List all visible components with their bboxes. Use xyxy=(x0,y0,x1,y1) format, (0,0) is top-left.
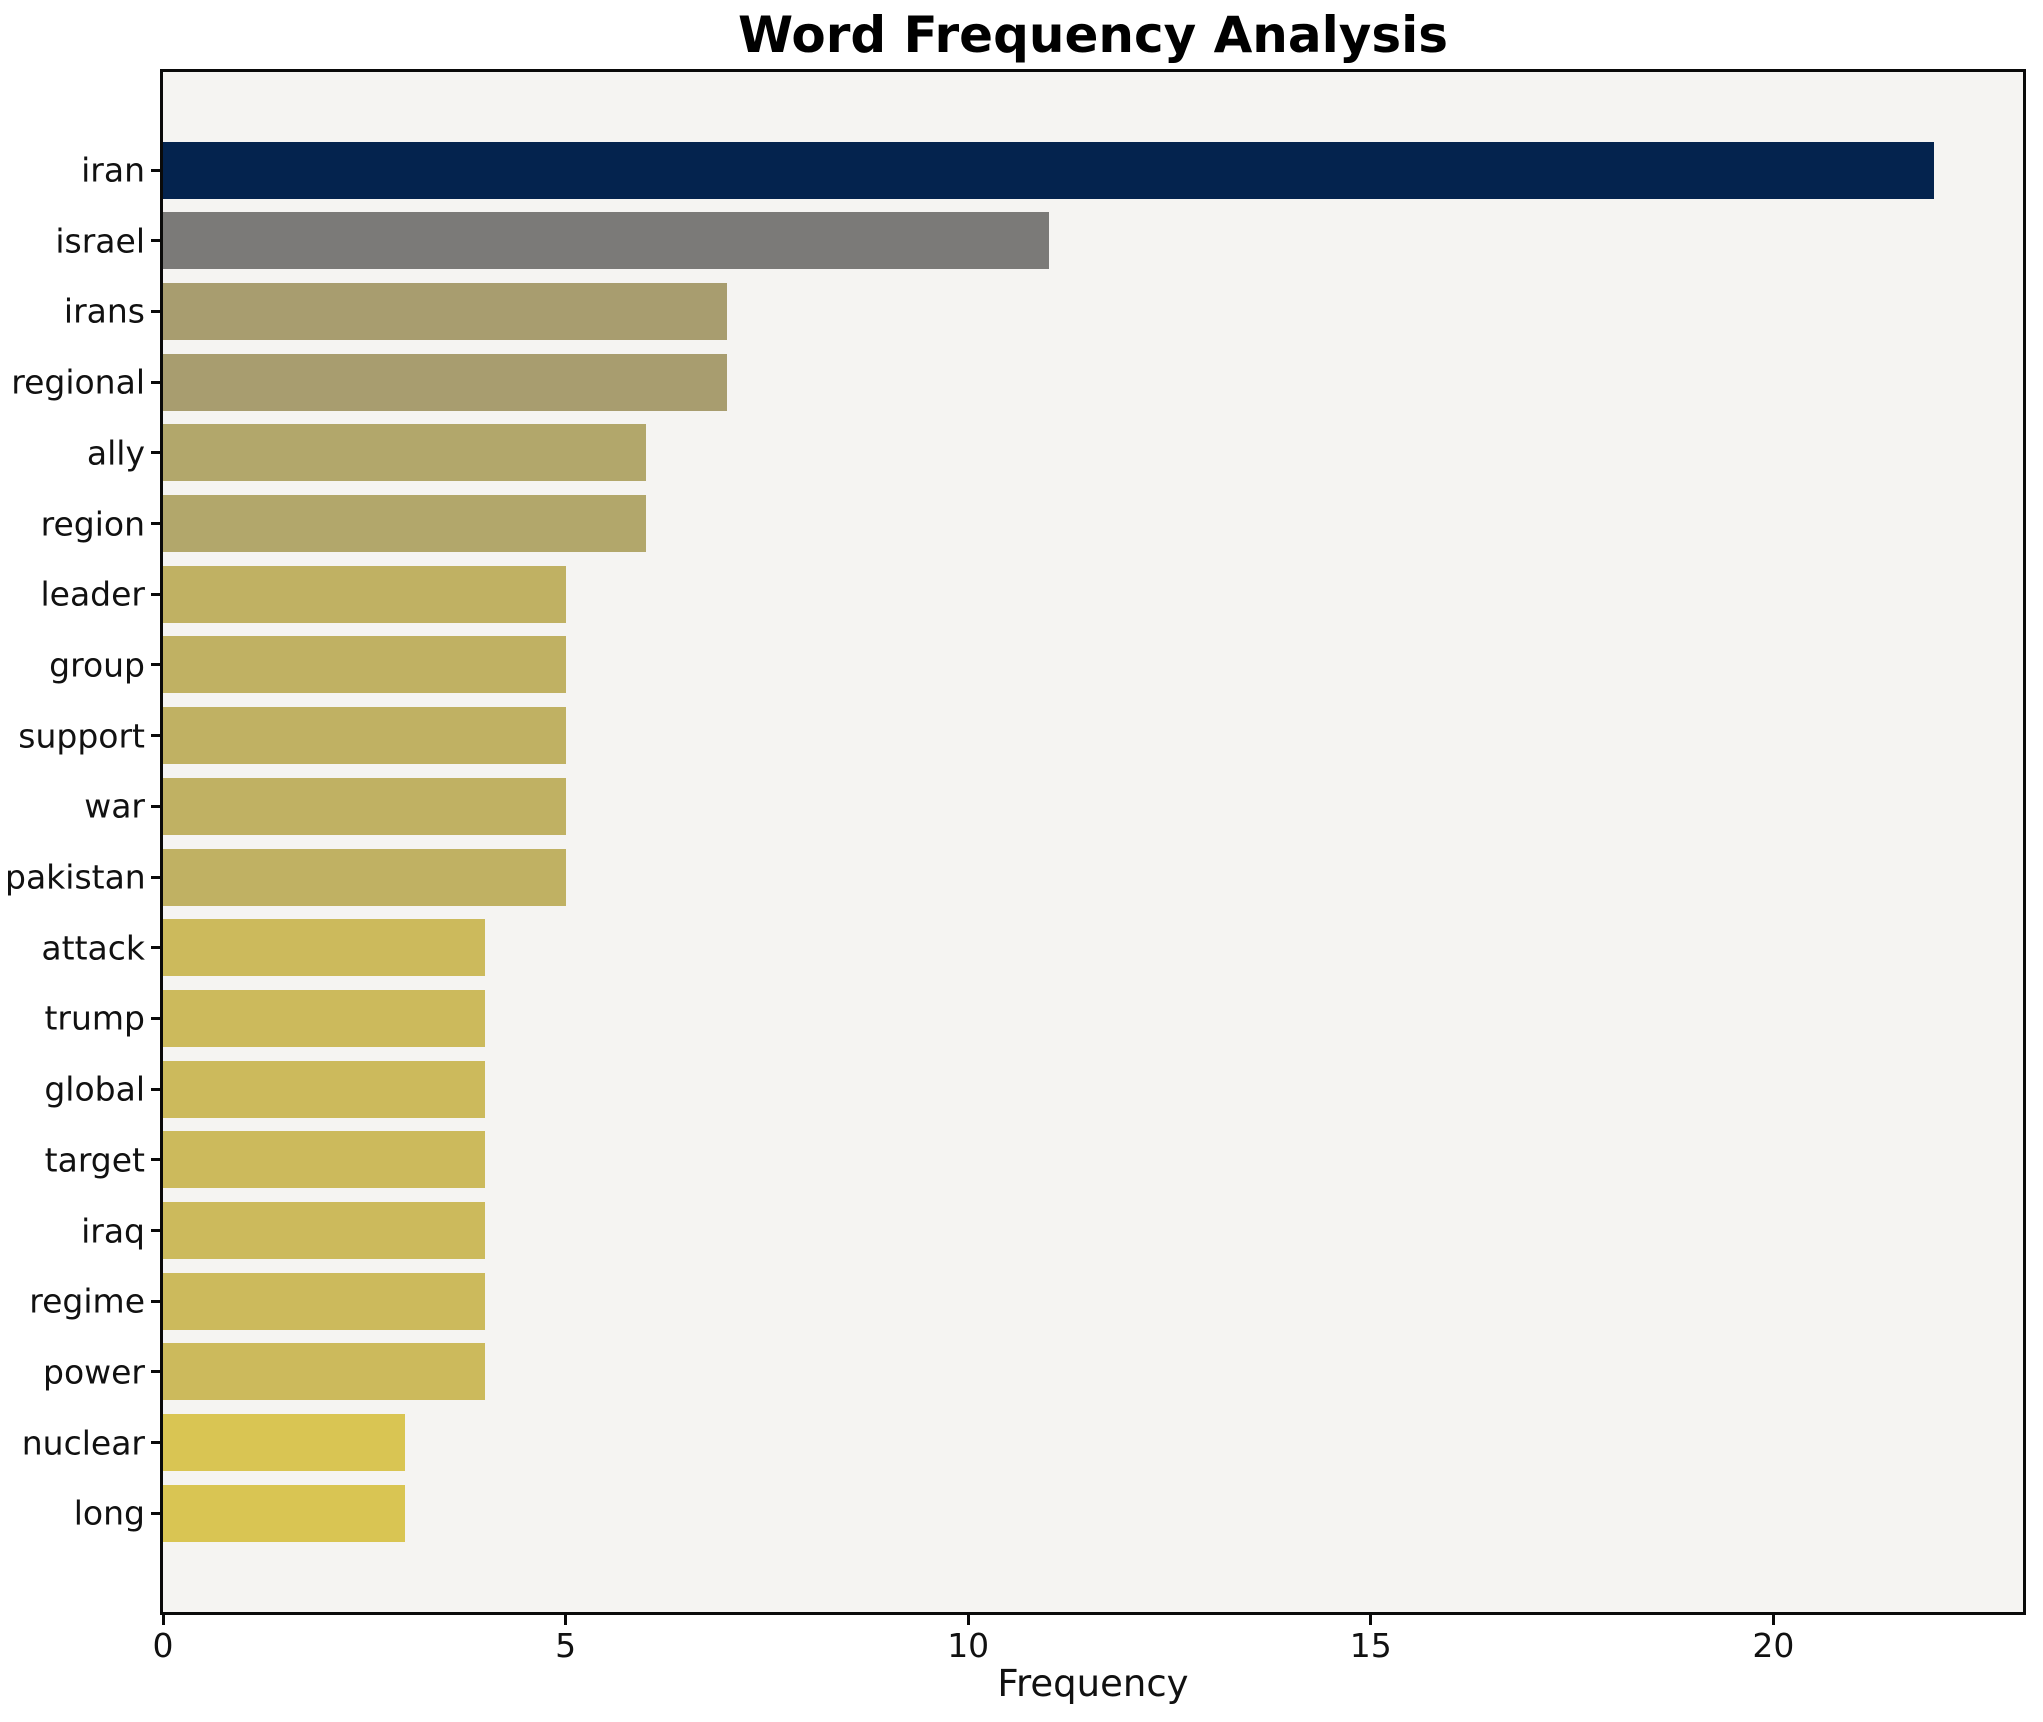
bar-regime xyxy=(163,1272,486,1330)
bar-trump xyxy=(163,989,486,1047)
x-tick-mark xyxy=(1771,1612,1775,1625)
bar-war xyxy=(163,777,566,835)
y-tick-mark xyxy=(151,239,163,243)
y-tick-mark xyxy=(151,804,163,808)
y-tick-mark xyxy=(151,663,163,667)
x-tick-label-0: 0 xyxy=(152,1626,174,1665)
y-tick-mark xyxy=(151,168,163,172)
y-tick-label-israel: israel xyxy=(55,221,145,261)
bar-pakistan xyxy=(163,848,566,906)
x-tick-mark xyxy=(161,1612,165,1625)
y-tick-label-regime: regime xyxy=(29,1281,145,1321)
y-tick-mark xyxy=(151,875,163,879)
x-tick-label-15: 15 xyxy=(1349,1626,1392,1665)
y-tick-mark xyxy=(151,1511,163,1515)
bar-power xyxy=(163,1343,486,1401)
y-tick-label-ally: ally xyxy=(86,433,145,473)
x-tick-mark xyxy=(564,1612,568,1625)
y-tick-mark xyxy=(151,1016,163,1020)
y-tick-label-support: support xyxy=(18,716,145,756)
y-tick-label-irans: irans xyxy=(63,291,145,331)
bar-nuclear xyxy=(163,1414,405,1472)
x-tick-label-10: 10 xyxy=(947,1626,990,1665)
bar-israel xyxy=(163,212,1049,270)
x-tick-label-20: 20 xyxy=(1752,1626,1795,1665)
y-tick-mark xyxy=(151,946,163,950)
x-tick-mark xyxy=(1369,1612,1373,1625)
y-tick-mark xyxy=(151,1370,163,1374)
y-tick-label-region: region xyxy=(40,504,145,543)
y-tick-label-target: target xyxy=(44,1140,145,1180)
y-tick-mark xyxy=(151,309,163,313)
bar-support xyxy=(163,707,566,765)
y-tick-label-global: global xyxy=(44,1069,145,1109)
y-tick-label-pakistan: pakistan xyxy=(5,857,146,897)
chart-title: Word Frequency Analysis xyxy=(737,6,1449,64)
bar-ally xyxy=(163,424,647,482)
y-tick-label-power: power xyxy=(43,1352,145,1392)
y-tick-mark xyxy=(151,734,163,738)
y-tick-label-regional: regional xyxy=(11,362,145,402)
bar-region xyxy=(163,495,647,552)
y-tick-label-attack: attack xyxy=(41,928,145,968)
bar-iraq xyxy=(163,1202,486,1259)
y-tick-mark xyxy=(151,592,163,596)
bar-irans xyxy=(163,282,727,340)
x-tick-mark xyxy=(966,1612,970,1625)
y-tick-mark xyxy=(151,1229,163,1232)
bar-regional xyxy=(163,353,727,411)
y-tick-label-leader: leader xyxy=(40,574,145,614)
x-axis-label: Frequency xyxy=(997,1662,1189,1705)
y-tick-mark xyxy=(151,1087,163,1091)
y-tick-label-nuclear: nuclear xyxy=(21,1423,145,1463)
bar-long xyxy=(163,1484,405,1542)
y-tick-label-group: group xyxy=(49,645,145,685)
bar-group xyxy=(163,636,566,694)
y-tick-mark xyxy=(151,1299,163,1303)
y-tick-mark xyxy=(151,1158,163,1162)
y-tick-mark xyxy=(151,380,163,384)
bar-iran xyxy=(163,141,1935,199)
bar-leader xyxy=(163,565,566,623)
y-tick-mark xyxy=(151,451,163,455)
bar-target xyxy=(163,1131,486,1189)
y-tick-label-iraq: iraq xyxy=(81,1211,145,1250)
y-tick-label-iran: iran xyxy=(81,150,145,190)
bar-global xyxy=(163,1060,486,1118)
y-tick-label-war: war xyxy=(84,786,145,826)
y-tick-mark xyxy=(151,522,163,525)
y-tick-mark xyxy=(151,1441,163,1445)
y-tick-label-trump: trump xyxy=(44,998,145,1038)
bar-attack xyxy=(163,919,486,977)
x-tick-label-5: 5 xyxy=(555,1626,577,1665)
plot-area xyxy=(160,69,2026,1615)
y-tick-label-long: long xyxy=(73,1493,145,1533)
